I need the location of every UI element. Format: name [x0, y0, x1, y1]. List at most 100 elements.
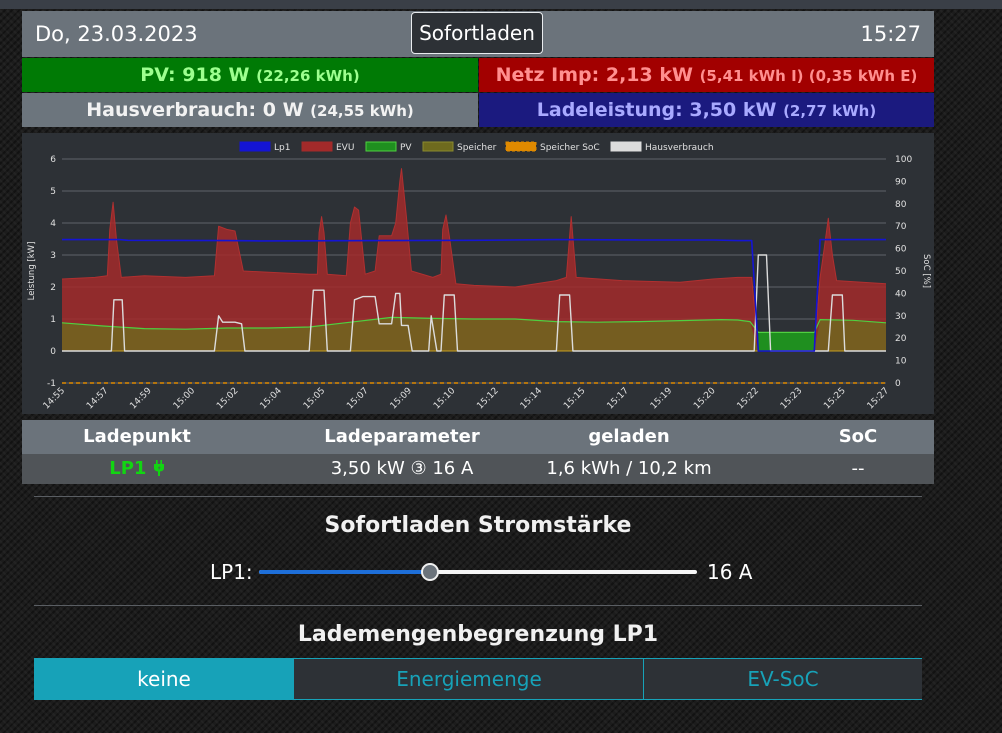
x-tick-label: 15:20 [692, 386, 718, 412]
slider-fill [259, 570, 430, 574]
legend-label: Speicher [457, 143, 497, 153]
evu-line [61, 168, 887, 352]
top-bar [0, 0, 1002, 9]
y-tick-label: 3 [50, 251, 56, 261]
hausverbrauch-line [62, 254, 886, 352]
x-tick-label: 15:25 [822, 386, 847, 411]
y2-tick-label: 90 [895, 177, 907, 187]
x-tick-label: 14:55 [42, 386, 67, 411]
y-tick-label: 1 [50, 315, 56, 325]
y2-tick-label: 70 [895, 222, 907, 232]
x-tick-label: 15:17 [605, 386, 630, 411]
legend-swatch [365, 141, 397, 152]
legend-swatch [505, 141, 537, 152]
current-slider[interactable] [259, 563, 697, 581]
legend-label: PV [400, 143, 412, 153]
y2-axis-label: SoC [%] [921, 254, 931, 288]
divider [34, 496, 922, 497]
x-tick-label: 15:15 [562, 386, 587, 411]
charging-power: Ladeleistung: 3,50 kW [536, 99, 777, 121]
sofortladen-title: Sofortladen Stromstärke [324, 513, 632, 538]
y-tick-label: -1 [47, 379, 56, 389]
slider-value: 16 A [707, 560, 753, 584]
legend-swatch [610, 141, 642, 152]
table-row[interactable]: LP1 3,50 kW ③ 16 A 1,6 kWh / 10,2 km -- [22, 454, 934, 484]
house-energy: (24,55 kWh) [310, 102, 414, 120]
y-tick-label: 6 [50, 155, 56, 165]
y2-tick-label: 40 [895, 289, 907, 299]
current-slider-row: LP1: 16 A [0, 557, 1002, 587]
loadpoint-table-header: Ladepunkt Ladeparameter geladen SoC [22, 420, 934, 454]
charging-summary: Ladeleistung: 3,50 kW (2,77 kWh) [479, 93, 934, 127]
x-tick-label: 15:22 [736, 386, 761, 411]
y-tick-label: 2 [50, 283, 56, 293]
legend-label: Speicher SoC [540, 143, 600, 153]
x-tick-label: 15:23 [779, 386, 804, 411]
grid-power: Netz Imp: 2,13 kW [495, 64, 693, 86]
pv-line [61, 316, 887, 333]
col-ladeparameter: Ladeparameter [324, 426, 480, 447]
x-tick-label: 15:27 [866, 386, 891, 411]
header-bar: Do, 23.03.2023 Sofortladen 15:27 [22, 11, 934, 57]
y2-tick-label: 60 [895, 245, 907, 255]
y-tick-label: 4 [50, 219, 56, 229]
legend-label: Lp1 [274, 143, 290, 153]
x-tick-label: 15:05 [302, 386, 327, 411]
pv-summary: PV: 918 W (22,26 kWh) [22, 58, 478, 92]
y2-tick-label: 20 [895, 334, 907, 344]
divider [34, 605, 922, 606]
loadpoint-label: LP1 [109, 458, 147, 479]
date-display: Do, 23.03.2023 [35, 22, 198, 46]
time-display: 15:27 [860, 22, 921, 46]
power-chart-svg: -101234560102030405060708090100Leistung … [27, 141, 931, 412]
house-summary: Hausverbrauch: 0 W (24,55 kWh) [22, 93, 478, 127]
y2-tick-label: 30 [895, 312, 907, 322]
charge-mode-button[interactable]: Sofortladen [411, 12, 543, 54]
legend-swatch [239, 141, 271, 152]
x-tick-label: 15:00 [172, 386, 198, 412]
col-soc: SoC [838, 426, 878, 447]
loadpoint-name[interactable]: LP1 [22, 454, 252, 484]
charge-parameters: 3,50 kW ③ 16 A [330, 458, 474, 479]
power-chart[interactable]: -1 0 1 2 3 4 5 6 0 10 20 30 40 50 60 70 80 90 100 Leistung … [22, 133, 934, 414]
charging-energy: (2,77 kWh) [783, 102, 877, 120]
y2-tick-label: 10 [895, 357, 907, 367]
y2-tick-label: 80 [895, 200, 907, 210]
evu-area [62, 168, 886, 351]
pv-power: PV: 918 W [140, 64, 250, 86]
x-tick-label: 14:59 [128, 386, 154, 412]
grid-summary: Netz Imp: 2,13 kW (5,41 kWh I) (0,35 kWh… [479, 58, 934, 92]
x-tick-label: 15:19 [649, 386, 675, 412]
limit-option-ev-soc[interactable]: EV-SoC [643, 659, 922, 699]
pv-energy: (22,26 kWh) [256, 67, 360, 85]
x-tick-label: 15:12 [475, 386, 500, 411]
slider-thumb[interactable] [420, 563, 439, 581]
legend-label: Hausverbrauch [645, 143, 714, 153]
col-ladepunkt: Ladepunkt [83, 426, 191, 447]
lp1-line [62, 238, 886, 352]
plug-icon [153, 460, 164, 476]
grid-energy: (5,41 kWh I) (0,35 kWh E) [699, 67, 918, 85]
col-geladen: geladen [588, 426, 670, 447]
charged-amount: 1,6 kWh / 10,2 km [546, 458, 712, 479]
legend-label: EVU [336, 143, 354, 153]
slider-label: LP1: [210, 560, 253, 584]
begrenzung-title: Lademengenbegrenzung LP1 [297, 622, 659, 647]
limit-option-keine[interactable]: keine [35, 659, 293, 699]
x-tick-label: 15:10 [432, 386, 458, 412]
house-power: Hausverbrauch: 0 W [86, 99, 304, 121]
legend-swatch [301, 141, 333, 152]
speicher-area [62, 317, 886, 351]
x-tick-label: 15:02 [215, 386, 240, 411]
soc-value: -- [851, 458, 865, 479]
x-tick-label: 15:07 [345, 386, 370, 411]
y2-tick-label: 50 [895, 267, 907, 277]
legend-swatch [422, 141, 454, 152]
y-tick-label: 0 [50, 347, 56, 357]
y2-tick-label: 100 [895, 155, 912, 165]
limit-mode-group: keine Energiemenge EV-SoC [34, 658, 922, 700]
y-tick-label: 5 [50, 187, 56, 197]
limit-option-energiemenge[interactable]: Energiemenge [293, 659, 644, 699]
y-axis-label: Leistung [kW] [27, 242, 37, 301]
x-tick-label: 15:14 [519, 386, 545, 412]
